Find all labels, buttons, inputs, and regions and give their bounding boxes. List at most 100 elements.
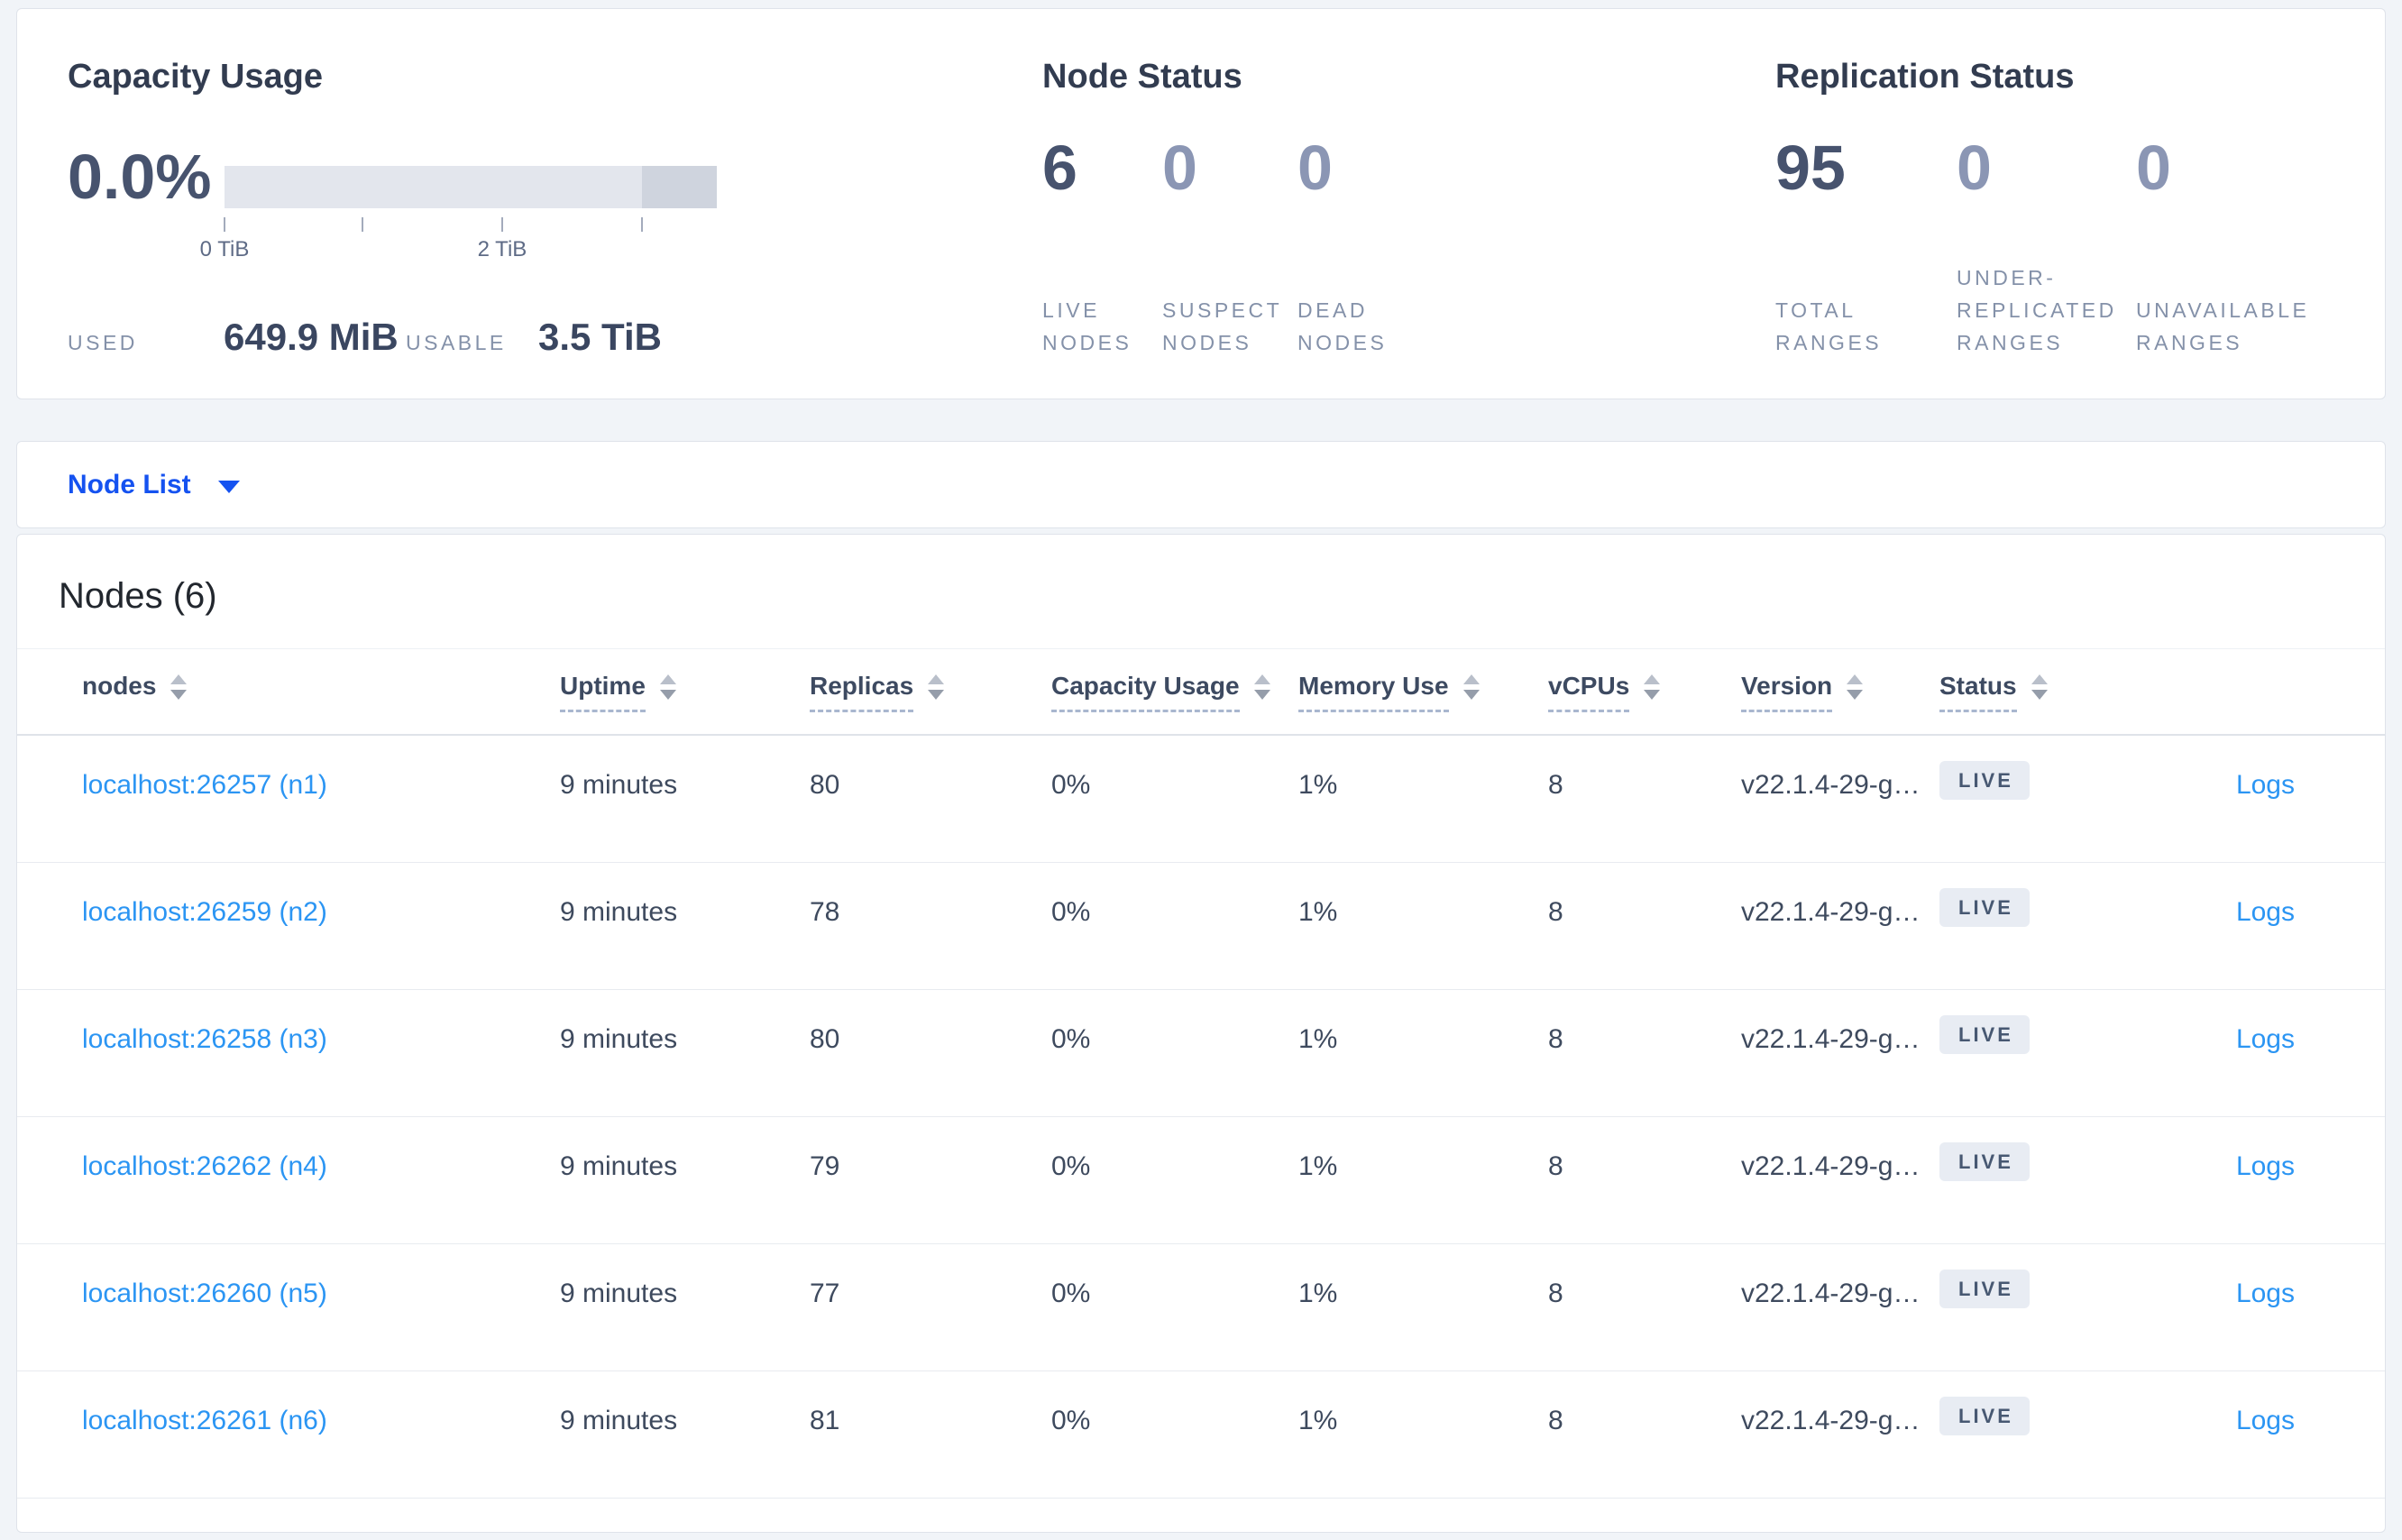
node-row: localhost:26257 (n1) 9 minutes 80 0% 1% 8 v22.… [17, 736, 2385, 863]
replication-status-metric: 95 TOTAL RANGES [1775, 133, 1957, 359]
node-list-dropdown-label: Node List [68, 469, 191, 500]
version-cell: v22.1.4-29-g… [1741, 770, 1921, 800]
replicas-cell: 80 [810, 770, 840, 800]
node-address-link[interactable]: localhost:26257 (n1) [82, 770, 327, 800]
node-address-cell: localhost:26258 (n3) [66, 990, 560, 1055]
column-header-uptime[interactable]: Uptime [560, 672, 810, 712]
replicas-cell: 79 [810, 1151, 840, 1181]
capacity-usage-bar-chart: 0 TiB 2 TiB [200, 166, 717, 268]
status-badge: LIVE [1939, 1015, 2030, 1054]
memory-use-cell: 1% [1298, 770, 1338, 800]
status-cell: LIVE [1939, 1244, 2138, 1308]
column-header-label: vCPUs [1548, 672, 1630, 712]
logs-link[interactable]: Logs [2235, 1151, 2295, 1181]
status-badge: LIVE [1939, 761, 2030, 800]
metric-label: TOTAL RANGES [1775, 298, 1883, 354]
replicas-cell: 80 [810, 1024, 840, 1054]
memory-use-cell: 1% [1298, 1406, 1338, 1435]
logs-link[interactable]: Logs [2235, 897, 2295, 927]
node-status-title: Node Status [1042, 58, 1242, 96]
capacity-bar [225, 166, 717, 208]
capacity-usage-section: Capacity Usage 0.0% 0 TiB 2 TiB USED 649.… [68, 49, 1042, 359]
column-header-label: Memory Use [1298, 672, 1449, 712]
node-row: localhost:26262 (n4) 9 minutes 79 0% 1% 8 v22.… [17, 1117, 2385, 1244]
usable-value: 3.5 TiB [538, 316, 662, 358]
status-badge: LIVE [1939, 1142, 2030, 1181]
column-header-label: Replicas [810, 672, 914, 712]
sort-icon [2031, 674, 2048, 700]
logs-cell: Logs [2138, 1117, 2295, 1182]
vcpus-cell: 8 [1548, 1024, 1563, 1054]
capacity-usage-gauge: 0.0% 0 TiB 2 TiB [68, 142, 1042, 268]
axis-tick [500, 217, 503, 232]
axis-tick [641, 217, 643, 232]
node-address-cell: localhost:26262 (n4) [66, 1117, 560, 1182]
node-address-link[interactable]: localhost:26262 (n4) [82, 1151, 327, 1181]
sort-icon [1462, 674, 1480, 700]
uptime-cell: 9 minutes [560, 1406, 678, 1435]
version-cell: v22.1.4-29-g… [1741, 1024, 1921, 1054]
node-address-link[interactable]: localhost:26260 (n5) [82, 1279, 327, 1308]
capacity-usage-cell: 0% [1051, 1151, 1091, 1181]
capacity-usage-cell: 0% [1051, 1279, 1091, 1308]
nodes-table-body: localhost:26257 (n1) 9 minutes 80 0% 1% 8 v22.… [17, 736, 2385, 1499]
vcpus-cell: 8 [1548, 1279, 1563, 1308]
logs-cell: Logs [2138, 863, 2295, 928]
column-header-label: Status [1939, 672, 2017, 712]
metric-value: 0 [2136, 133, 2171, 203]
logs-cell: Logs [2138, 736, 2295, 801]
memory-use-cell: 1% [1298, 897, 1338, 927]
version-cell: v22.1.4-29-g… [1741, 1406, 1921, 1435]
nodes-table-card: Nodes (6) nodes Uptime Replicas Capacity Us… [16, 534, 2386, 1533]
replicas-cell: 78 [810, 897, 840, 927]
axis-tick-label: 2 TiB [477, 237, 527, 261]
status-cell: LIVE [1939, 1371, 2138, 1435]
vcpus-cell: 8 [1548, 1406, 1563, 1435]
replicas-cell: 77 [810, 1279, 840, 1308]
replicas-cell: 81 [810, 1406, 840, 1435]
status-badge: LIVE [1939, 1397, 2030, 1435]
replication-status-title: Replication Status [1775, 58, 2075, 96]
capacity-usage-cell: 0% [1051, 1406, 1091, 1435]
nodes-heading: Nodes (6) [59, 576, 217, 616]
axis-tick [224, 217, 225, 232]
metric-value: 95 [1775, 133, 1846, 203]
memory-use-cell: 1% [1298, 1024, 1338, 1054]
column-header-status[interactable]: Status [1939, 672, 2138, 712]
node-list-dropdown[interactable]: Node List [68, 470, 240, 500]
sort-icon [928, 674, 945, 700]
column-header-nodes[interactable]: nodes [66, 672, 560, 712]
column-header-memory-use[interactable]: Memory Use [1298, 672, 1548, 712]
logs-link[interactable]: Logs [2235, 1406, 2295, 1435]
axis-tick-label: 0 TiB [199, 237, 250, 261]
uptime-cell: 9 minutes [560, 1024, 678, 1054]
node-status-metric: 0 SUSPECT NODES [1162, 133, 1297, 359]
status-cell: LIVE [1939, 990, 2138, 1054]
column-header-replicas[interactable]: Replicas [810, 672, 1051, 712]
node-status-section: Node Status 6 LIVE NODES 0 SUSPECT NODES 0 DE… [1042, 49, 1775, 359]
uptime-cell: 9 minutes [560, 1279, 678, 1308]
column-header-capacity-usage[interactable]: Capacity Usage [1051, 672, 1298, 712]
capacity-usage-cell: 0% [1051, 897, 1091, 927]
node-address-link[interactable]: localhost:26259 (n2) [82, 897, 327, 927]
node-address-link[interactable]: localhost:26258 (n3) [82, 1024, 327, 1054]
logs-link[interactable]: Logs [2235, 770, 2295, 800]
node-row: localhost:26258 (n3) 9 minutes 80 0% 1% 8 v22.… [17, 990, 2385, 1117]
column-header-vcpus[interactable]: vCPUs [1548, 672, 1741, 712]
logs-link[interactable]: Logs [2235, 1279, 2295, 1308]
sort-icon [1847, 674, 1864, 700]
column-header-label: Uptime [560, 672, 646, 712]
node-address-link[interactable]: localhost:26261 (n6) [82, 1406, 327, 1435]
usable-label: USABLE [406, 331, 507, 354]
node-address-cell: localhost:26261 (n6) [66, 1371, 560, 1436]
cluster-summary-panel: Capacity Usage 0.0% 0 TiB 2 TiB USED 649.… [16, 8, 2386, 399]
sort-icon [659, 674, 676, 700]
column-header-label: Capacity Usage [1051, 672, 1240, 712]
uptime-cell: 9 minutes [560, 897, 678, 927]
version-cell: v22.1.4-29-g… [1741, 1279, 1921, 1308]
logs-link[interactable]: Logs [2235, 1024, 2295, 1054]
column-header-version[interactable]: Version [1741, 672, 1939, 712]
capacity-usage-cell: 0% [1051, 770, 1091, 800]
vcpus-cell: 8 [1548, 897, 1563, 927]
